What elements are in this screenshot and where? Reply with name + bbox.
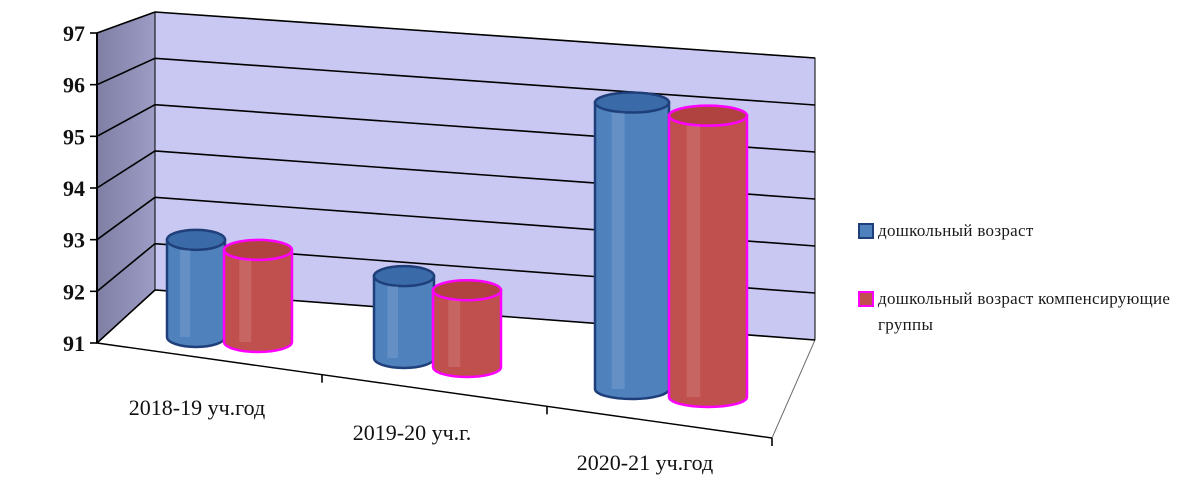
bar-top: [431, 279, 503, 302]
bar-top: [593, 91, 671, 114]
x-tick-label: 2019-20 уч.г.: [353, 420, 471, 445]
y-tick-label: 93: [63, 228, 85, 253]
legend-item-series-1: дошкольный возраст: [858, 218, 1203, 244]
bar-blue-1: [165, 228, 227, 349]
y-tick-label: 91: [63, 331, 85, 356]
y-tick-label: 94: [63, 176, 85, 201]
legend-swatch-red: [858, 291, 874, 307]
legend-label-series-2: дошкольный возраст компенсирующие группы: [878, 289, 1171, 334]
bar-blue-2: [372, 264, 436, 370]
bar-highlight: [387, 286, 398, 358]
legend-label-series-1: дошкольный возраст: [878, 221, 1034, 240]
bar-body: [667, 114, 749, 409]
y-tick-label: 95: [63, 124, 85, 149]
legend: дошкольный возраст дошкольный возраст ко…: [858, 218, 1203, 380]
x-tick-label: 2020-21 уч.год: [577, 450, 713, 475]
bar-body: [222, 248, 294, 354]
bar-highlight: [180, 249, 191, 337]
bar-top: [222, 238, 294, 262]
bar-red-1: [222, 238, 294, 354]
x-tick-label: 2018-19 уч.год: [129, 395, 265, 420]
y-tick-label: 97: [63, 21, 85, 46]
bar-red-2: [431, 279, 503, 379]
bar-highlight: [611, 112, 625, 389]
bar-body: [165, 238, 227, 349]
bar-highlight: [686, 125, 701, 398]
gridline: [96, 57, 816, 106]
x-axis-line: [96, 342, 773, 439]
legend-swatch-blue: [858, 223, 874, 239]
bar-highlight: [239, 259, 252, 342]
gridline: [96, 11, 816, 59]
bar-top: [667, 104, 749, 127]
bar-red-3: [667, 104, 749, 409]
bar-top: [165, 228, 227, 252]
bar-body: [431, 289, 503, 379]
legend-item-series-2: дошкольный возраст компенсирующие группы: [858, 286, 1203, 338]
y-tick-label: 96: [63, 73, 85, 98]
bar-body: [593, 101, 671, 401]
bar-highlight: [448, 300, 461, 367]
bar-body: [372, 274, 436, 370]
y-tick-label: 92: [63, 279, 85, 304]
bar-top: [372, 264, 436, 288]
bar-blue-3: [593, 91, 671, 401]
